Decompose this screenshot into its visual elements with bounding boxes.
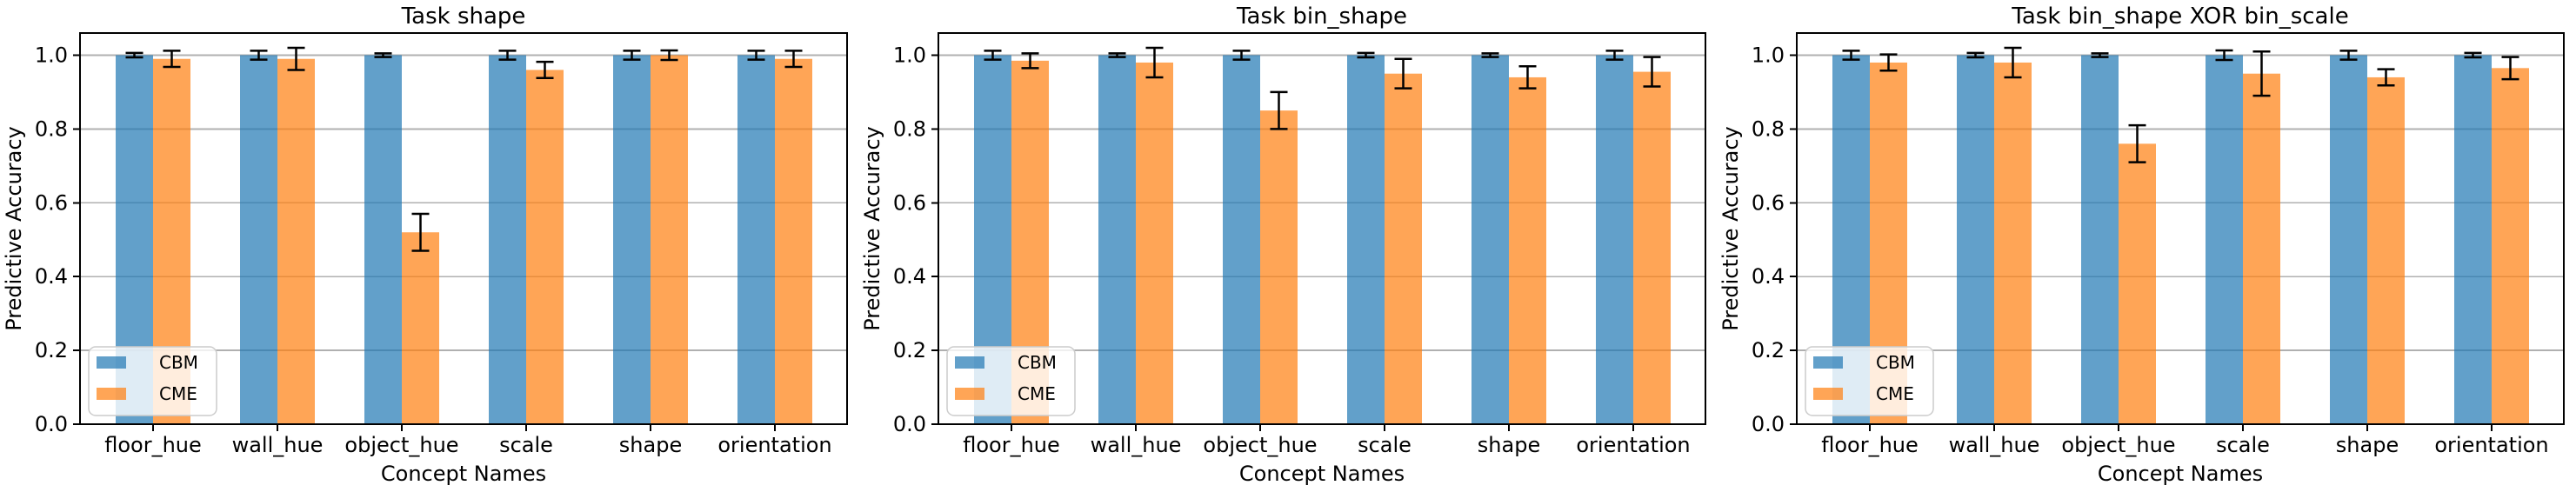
y-tick-label: 0.6 — [893, 190, 926, 215]
bar-cme-orientation — [2492, 68, 2529, 424]
bar-cbm-shape — [613, 55, 651, 424]
bar-cbm-scale — [1347, 55, 1385, 424]
x-tick-label: floor_hue — [104, 433, 202, 457]
bar-cbm-wall_hue — [240, 55, 277, 424]
x-tick-label: wall_hue — [1091, 433, 1182, 457]
bar-cbm-shape — [2330, 55, 2367, 424]
bar-cbm-scale — [2206, 55, 2243, 424]
bar-cbm-scale — [489, 55, 526, 424]
x-tick-label: wall_hue — [1949, 433, 2040, 457]
bar-cbm-wall_hue — [1957, 55, 1994, 424]
legend-swatch-cbm — [955, 356, 984, 369]
legend-label-cme: CME — [1018, 383, 1056, 404]
y-axis-label: Predictive Accuracy — [860, 126, 884, 331]
x-tick-label: scale — [499, 433, 553, 457]
legend-label-cbm: CBM — [159, 352, 198, 373]
y-tick-label: 0.2 — [1752, 338, 1785, 362]
x-tick-label: object_hue — [1203, 433, 1317, 457]
bar-cbm-shape — [1472, 55, 1509, 424]
bar-cbm-wall_hue — [1098, 55, 1136, 424]
legend-label-cme: CME — [1876, 383, 1914, 404]
bar-cme-orientation — [1633, 71, 1671, 424]
y-tick-label: 0.8 — [893, 116, 926, 141]
legend-label-cbm: CBM — [1876, 352, 1915, 373]
subplot-title: Task bin_shape XOR bin_scale — [2011, 3, 2348, 30]
bar-cme-object_hue — [1260, 110, 1298, 424]
x-tick-label: floor_hue — [1821, 433, 1919, 457]
y-tick-label: 1.0 — [893, 43, 926, 67]
y-tick-label: 0.8 — [1752, 116, 1785, 141]
bar-cbm-object_hue — [364, 55, 402, 424]
bar-cbm-orientation — [2454, 55, 2492, 424]
y-tick-label: 1.0 — [1752, 43, 1785, 67]
x-tick-label: shape — [1478, 433, 1540, 457]
x-tick-label: scale — [2216, 433, 2270, 457]
bar-cme-orientation — [775, 58, 812, 424]
legend-swatch-cbm — [1813, 356, 1843, 369]
bar-cme-shape — [1509, 76, 1546, 425]
bar-cme-wall_hue — [1136, 62, 1173, 424]
y-tick-label: 0.0 — [1752, 412, 1785, 436]
x-tick-label: object_hue — [2061, 433, 2175, 457]
x-tick-label: object_hue — [344, 433, 458, 457]
y-tick-label: 0.0 — [35, 412, 68, 436]
subplot-title: Task shape — [401, 3, 526, 30]
x-axis-label: Concept Names — [1239, 462, 1405, 486]
bar-cme-shape — [2367, 76, 2405, 425]
legend-swatch-cme — [97, 388, 126, 400]
axes-spines — [1796, 32, 2565, 425]
bar-cbm-object_hue — [2081, 55, 2119, 424]
x-tick-label: shape — [619, 433, 682, 457]
y-tick-label: 1.0 — [35, 43, 68, 67]
y-tick-label: 0.4 — [893, 264, 926, 289]
axes-spines — [938, 32, 1706, 425]
bar-cme-shape — [651, 55, 688, 424]
subplot-title: Task bin_shape — [1236, 3, 1407, 30]
subplot-task-shape: 0.0 0.2 0.4 0.6 0.8 1.0 floor_hue wall_hue objec… — [2, 3, 848, 486]
legend-label-cme: CME — [159, 383, 197, 404]
x-tick-label: wall_hue — [232, 433, 324, 457]
legend-swatch-cme — [955, 388, 984, 400]
axes-spines — [79, 32, 848, 425]
x-axis-label: Concept Names — [2098, 462, 2263, 486]
x-axis-label: Concept Names — [381, 462, 546, 486]
y-tick-label: 0.2 — [893, 338, 926, 362]
x-tick-label: orientation — [1576, 433, 1690, 457]
y-tick-label: 0.2 — [35, 338, 68, 362]
legend-label-cbm: CBM — [1018, 352, 1057, 373]
bar-cme-object_hue — [2119, 143, 2156, 424]
bar-cme-scale — [1385, 73, 1422, 424]
y-axis-label: Predictive Accuracy — [1718, 126, 1743, 331]
subplot-task-bin_shape: 0.0 0.2 0.4 0.6 0.8 1.0 floor_hue wall_hue objec… — [860, 3, 1706, 486]
x-tick-label: shape — [2336, 433, 2399, 457]
bar-cme-scale — [526, 70, 564, 425]
bar-cbm-object_hue — [1223, 55, 1260, 424]
x-tick-label: floor_hue — [963, 433, 1060, 457]
y-tick-label: 0.4 — [1752, 264, 1785, 289]
bar-cbm-orientation — [737, 55, 775, 424]
x-tick-label: orientation — [717, 433, 831, 457]
bar-cme-scale — [2243, 73, 2280, 424]
bar-cme-object_hue — [402, 232, 439, 424]
x-tick-label: scale — [1358, 433, 1411, 457]
y-tick-label: 0.6 — [1752, 190, 1785, 215]
bar-cme-wall_hue — [1994, 62, 2032, 424]
y-tick-label: 0.4 — [35, 264, 68, 289]
bar-cbm-orientation — [1596, 55, 1633, 424]
legend-swatch-cme — [1813, 388, 1843, 400]
y-axis-label: Predictive Accuracy — [2, 126, 26, 331]
subplot-task-bin_shape-xor-bin_scale: 0.0 0.2 0.4 0.6 0.8 1.0 floor_hue wall_hue objec… — [1718, 3, 2565, 486]
y-tick-label: 0.8 — [35, 116, 68, 141]
legend-swatch-cbm — [97, 356, 126, 369]
y-tick-label: 0.0 — [893, 412, 926, 436]
y-tick-label: 0.6 — [35, 190, 68, 215]
x-tick-label: orientation — [2434, 433, 2548, 457]
bar-cme-wall_hue — [277, 58, 315, 424]
